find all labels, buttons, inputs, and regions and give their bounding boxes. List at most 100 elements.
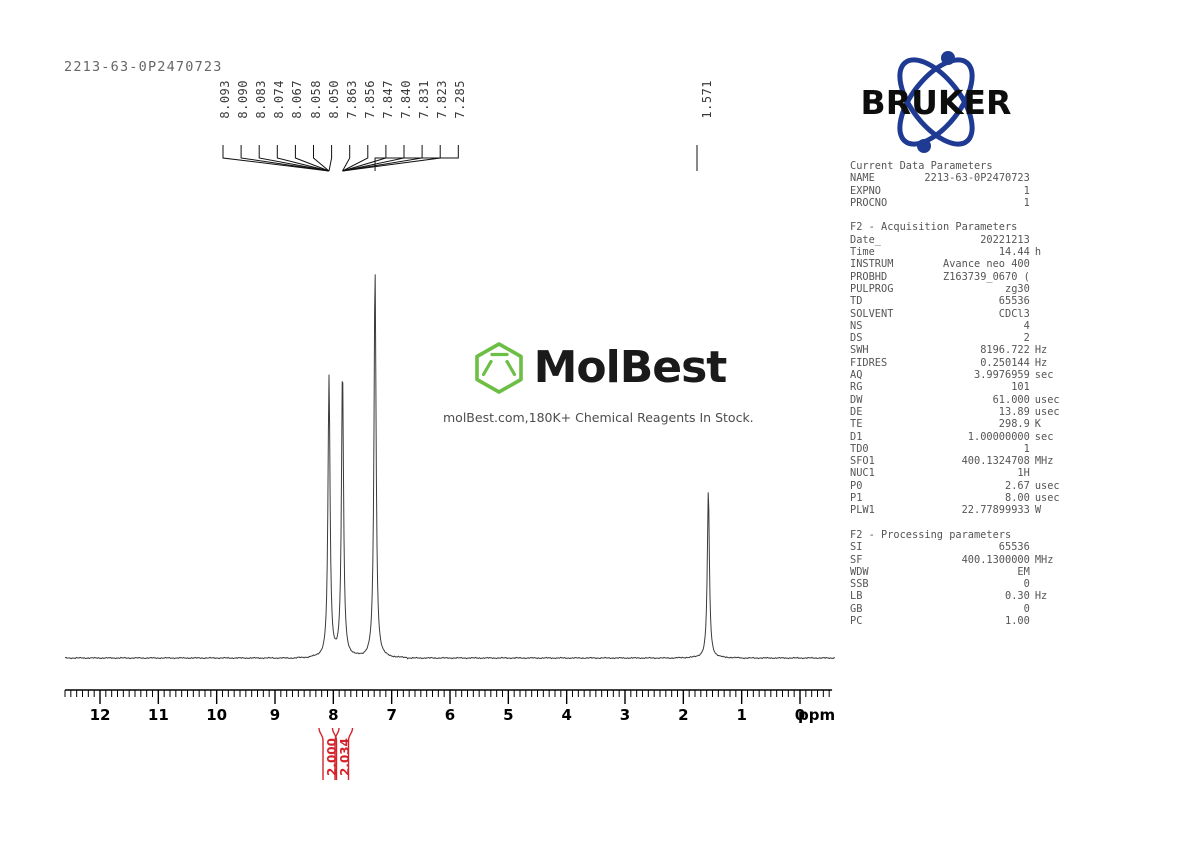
param-spacer: [887, 197, 1023, 209]
param-row: Date_ 20221213: [850, 234, 1070, 246]
param-value: 22.77899933: [961, 504, 1030, 517]
param-key: PC: [850, 614, 863, 627]
param-key: NS: [850, 319, 863, 332]
param-unit: Hz: [1034, 344, 1048, 357]
param-unit: Hz: [1034, 590, 1048, 603]
param-key: AQ: [850, 369, 863, 382]
param-key: TE: [850, 418, 863, 431]
param-value: 1.00000000: [967, 430, 1030, 443]
param-unit: usec: [1034, 479, 1060, 492]
param-row: SI 65536: [850, 541, 1070, 553]
param-spacer: [869, 566, 1018, 578]
param-spacer: [862, 431, 967, 443]
axis-tick-label: 3: [619, 706, 631, 724]
param-value: 0: [1023, 578, 1030, 591]
param-spacer: [862, 603, 1023, 615]
param-row: PLW1 22.77899933 W: [850, 504, 1070, 516]
param-row: PULPROG zg30: [850, 283, 1070, 295]
param-key: TD0: [850, 442, 869, 455]
param-unit: h: [1034, 246, 1042, 259]
axis-tick-label: 9: [269, 706, 281, 724]
param-row: FIDRES 0.250144 Hz: [850, 357, 1070, 369]
param-key: SI: [850, 541, 863, 554]
param-row: PROBHD Z163739_0670 (: [850, 271, 1070, 283]
param-unit: K: [1034, 418, 1041, 431]
param-key: NAME: [850, 172, 875, 185]
param-key: PROBHD: [850, 270, 888, 283]
param-unit: usec: [1034, 405, 1060, 418]
param-spacer: [862, 590, 1005, 602]
molbest-tagline: molBest.com,180K+ Chemical Reagents In S…: [443, 410, 754, 425]
axis-tick-label: 1: [736, 706, 747, 724]
param-spacer: [862, 295, 998, 307]
param-key: PULPROG: [850, 282, 894, 295]
param-value: 400.1300000: [961, 553, 1030, 566]
param-value: 61.000: [992, 393, 1030, 406]
param-row: SOLVENT CDCl3: [850, 308, 1070, 320]
param-key: EXPNO: [850, 184, 881, 197]
param-key: NUC1: [850, 467, 875, 480]
param-section-heading: F2 - Processing parameters: [850, 528, 1012, 541]
param-spacer: [862, 480, 1005, 492]
param-row: SWH 8196.722 Hz: [850, 344, 1070, 356]
param-row: NUC1 1H: [850, 467, 1070, 479]
param-row: WDW EM: [850, 566, 1070, 578]
param-spacer: [862, 381, 1011, 393]
param-row: DW 61.000 usec: [850, 394, 1070, 406]
param-row: TE 298.9 K: [850, 418, 1070, 430]
param-value: CDCl3: [998, 307, 1030, 320]
param-value: 101: [1011, 381, 1030, 394]
param-key: P1: [850, 492, 863, 505]
param-spacer: [893, 308, 998, 320]
param-value: 13.89: [998, 405, 1030, 418]
bruker-atom-icon: [897, 51, 975, 153]
molbest-watermark: MolBest molBest.com,180K+ Chemical Reage…: [443, 340, 754, 425]
param-value: 20221213: [980, 233, 1030, 246]
param-row: INSTRUM Avance neo 400: [850, 258, 1070, 270]
param-value: 8196.722: [980, 344, 1030, 357]
param-row: SSB 0: [850, 578, 1070, 590]
param-value: 1: [1023, 196, 1030, 209]
param-spacer: [875, 467, 1018, 479]
param-spacer: [887, 357, 980, 369]
bruker-wordmark: BRUKER: [860, 83, 1012, 122]
param-value: 2.67: [1005, 479, 1030, 492]
axis-tick-label: 0: [794, 706, 806, 724]
param-row: DS 2: [850, 332, 1070, 344]
param-spacer: [875, 504, 962, 516]
param-row: TD0 1: [850, 443, 1070, 455]
param-row: GB 0: [850, 603, 1070, 615]
param-spacer: [869, 443, 1024, 455]
param-key: PLW1: [850, 504, 875, 517]
param-unit: usec: [1034, 393, 1060, 406]
param-value: 65536: [998, 295, 1030, 308]
param-row: P0 2.67 usec: [850, 480, 1070, 492]
param-key: SWH: [850, 344, 869, 357]
param-value: 0: [1023, 602, 1030, 615]
param-row: NS 4: [850, 320, 1070, 332]
param-spacer: [893, 258, 943, 270]
param-row: PC 1.00: [850, 615, 1070, 627]
param-value: Avance neo 400: [943, 258, 1030, 271]
param-value: 400.1324708: [961, 455, 1030, 468]
param-row: D1 1.00000000 sec: [850, 431, 1070, 443]
axis-tick-label: 8: [328, 706, 339, 724]
param-value: 14.44: [998, 246, 1030, 259]
param-spacer: [862, 615, 1005, 627]
axis-tick-label: 11: [147, 706, 169, 724]
param-section-heading: F2 - Acquisition Parameters: [850, 221, 1018, 234]
param-key: SFO1: [850, 455, 875, 468]
param-spacer: [862, 554, 961, 566]
param-unit: sec: [1034, 430, 1054, 443]
param-key: SOLVENT: [850, 307, 894, 320]
axis-unit-label: ppm: [798, 706, 836, 724]
param-key: TD: [850, 295, 863, 308]
axis-tick-label: 10: [206, 706, 228, 724]
sample-title: 2213-63-0P2470723: [64, 59, 223, 75]
param-spacer: [862, 492, 1005, 504]
axis-tick-label: 7: [386, 706, 397, 724]
param-row: SF 400.1300000 MHz: [850, 554, 1070, 566]
param-value: EM: [1017, 565, 1030, 578]
